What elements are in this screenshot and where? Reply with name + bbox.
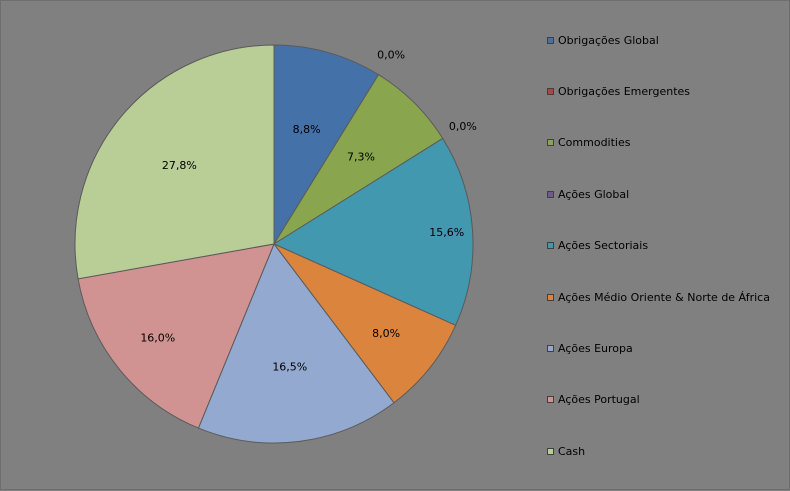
data-label: 27,8% [162,159,197,172]
legend-item: Ações Sectoriais [547,237,648,255]
data-label: 0,0% [449,120,477,133]
legend-item: Ações Médio Oriente & Norte de África [547,288,770,306]
legend-swatch [547,242,554,250]
legend-item: Obrigações Global [547,31,659,49]
legend-item: Ações Europa [547,339,633,357]
legend-item: Ações Global [547,185,629,203]
data-label: 8,0% [372,327,400,340]
legend-label: Ações Europa [558,341,633,355]
data-label: 8,8% [293,123,321,136]
legend-label: Ações Médio Oriente & Norte de África [558,290,770,304]
legend-swatch [547,87,554,95]
pie-slice [273,243,457,404]
legend-swatch [547,293,554,301]
pie-slice [77,243,275,429]
data-label: 16,5% [272,360,307,373]
pie-slice [273,44,380,246]
legend-label: Obrigações Emergentes [558,84,691,98]
legend-label: Commodities [558,136,631,150]
legend-swatch [547,344,554,352]
legend-item: Obrigações Emergentes [547,82,690,100]
pie-slice [197,242,395,444]
legend-label: Ações Sectoriais [558,239,649,253]
pie-slice [74,44,275,280]
legend-swatch [547,190,554,198]
data-label: 7,3% [347,151,375,164]
legend-swatch [547,139,554,147]
legend-swatch [547,36,554,44]
data-label: 0,0% [377,48,405,61]
legend-label: Cash [558,444,586,458]
pie-slice [272,137,474,326]
legend-item: Commodities [547,134,630,152]
legend-label: Ações Portugal [558,393,640,407]
legend-swatch [547,396,554,404]
legend-swatch [547,447,554,455]
data-label: 16,0% [140,332,175,345]
legend-item: Cash [547,442,585,460]
legend-label: Ações Global [558,187,630,201]
legend-item: Ações Portugal [547,391,640,409]
data-label: 15,6% [429,226,464,239]
legend-label: Obrigações Global [558,33,659,47]
